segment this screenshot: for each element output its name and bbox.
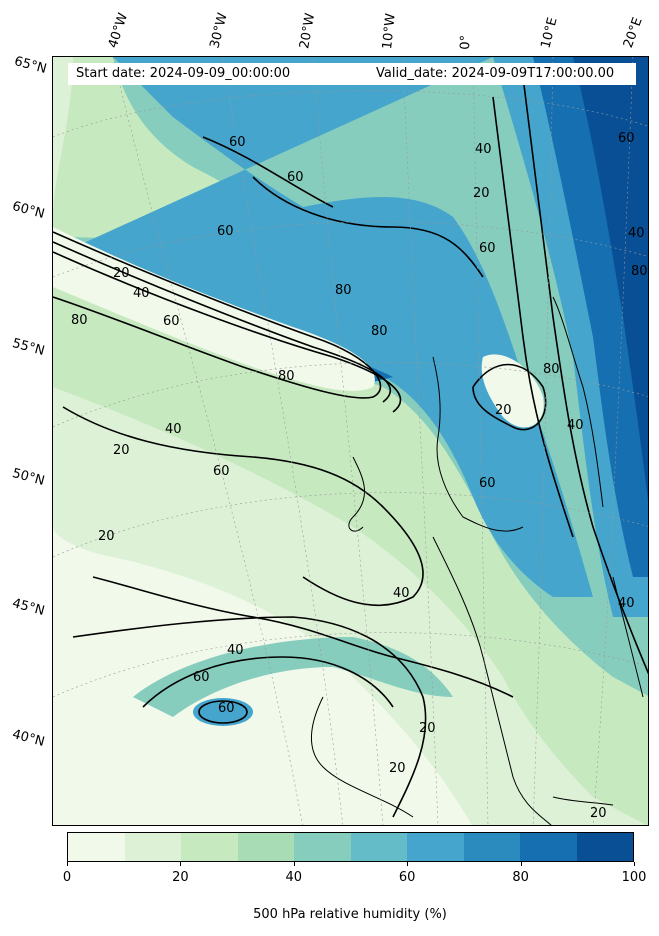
lat-label-40n: 40°N — [10, 727, 47, 750]
colorbar-cell — [181, 833, 238, 861]
contour-label: 80 — [278, 369, 295, 384]
colorbar-cell — [463, 833, 520, 861]
lat-label-45n: 45°N — [10, 596, 47, 619]
colorbar-tick-mark — [520, 862, 522, 866]
colorbar-tick-mark — [180, 862, 182, 866]
colorbar-tick-label: 20 — [172, 870, 189, 885]
field-zone-90 — [53, 57, 648, 501]
coastlines — [310, 296, 644, 825]
lon-label-0: 0° — [458, 34, 474, 50]
contour-label: 60 — [287, 170, 304, 185]
colorbar-tick-label: 0 — [62, 870, 72, 885]
colorbar-cell — [68, 833, 125, 861]
colorbar — [67, 832, 634, 862]
lon-label-30w: 30°W — [207, 11, 231, 50]
contour-label: 60 — [229, 135, 246, 150]
contour-label: 20 — [419, 721, 436, 736]
contour-label: 40 — [133, 286, 150, 301]
start-date-label: Start date: 2024-09-09_00:00:00 — [74, 66, 293, 81]
colorbar-label: 500 hPa relative humidity (%) — [253, 907, 447, 922]
contour-labels: 20 40 60 80 20 40 60 80 80 80 60 60 60 2… — [71, 131, 648, 821]
contour-label: 20 — [495, 403, 512, 418]
contour-label: 80 — [543, 362, 560, 377]
lon-label-20e: 20°E — [620, 15, 646, 51]
contour-lines — [53, 76, 648, 818]
contour-label: 20 — [113, 443, 130, 458]
contour-label: 80 — [335, 283, 352, 298]
colorbar-cell — [407, 833, 464, 861]
contour-label: 40 — [227, 643, 244, 658]
contour-label: 20 — [473, 186, 490, 201]
contour-label: 40 — [393, 586, 410, 601]
field-zone-60 — [53, 57, 648, 617]
contour-label: 60 — [218, 701, 235, 716]
lon-label-20w: 20°W — [297, 12, 319, 51]
contour-label: 40 — [165, 422, 182, 437]
lon-label-10w: 10°W — [380, 12, 399, 51]
colorbar-cell — [520, 833, 577, 861]
colorbar-cell — [124, 833, 181, 861]
contour-label: 80 — [631, 264, 648, 279]
colorbar-cell — [237, 833, 294, 861]
field-south-blob — [193, 698, 253, 726]
contour-label: 60 — [217, 224, 234, 239]
colorbar-tick-label: 80 — [512, 870, 529, 885]
contour-label: 40 — [567, 418, 584, 433]
contour-label: 40 — [628, 226, 645, 241]
graticule — [53, 57, 648, 825]
colorbar-tick-label: 60 — [398, 870, 416, 885]
lon-label-10e: 10°E — [538, 16, 561, 50]
colorbar-tick-label: 40 — [285, 870, 303, 885]
colorbar-tick-mark — [634, 862, 635, 866]
colorbar-tick-mark — [67, 862, 68, 866]
contour-label: 20 — [389, 761, 406, 776]
humidity-contour-field: 20 40 60 80 20 40 60 80 80 80 60 60 60 2… — [53, 57, 648, 825]
colorbar-cell — [576, 833, 633, 861]
lon-label-40w: 40°W — [105, 11, 132, 50]
lat-label-55n: 55°N — [10, 336, 47, 359]
contour-label: 60 — [193, 670, 210, 685]
colorbar-cell — [294, 833, 351, 861]
contour-label: 60 — [479, 241, 496, 256]
contour-label: 80 — [71, 313, 88, 328]
contour-label: 60 — [618, 131, 635, 146]
contour-label: 40 — [475, 142, 492, 157]
contour-label: 20 — [590, 806, 607, 821]
contour-label: 40 — [618, 596, 635, 611]
contour-label: 60 — [213, 464, 230, 479]
contour-label: 60 — [163, 314, 180, 329]
colorbar-cell — [350, 833, 407, 861]
contour-label: 60 — [479, 476, 496, 491]
valid-date-label: Valid_date: 2024-09-09T17:00:00.00 — [374, 66, 617, 81]
colorbar-tick-mark — [293, 862, 295, 866]
contour-label: 20 — [98, 529, 115, 544]
colorbar-tick-mark — [407, 862, 409, 866]
lat-label-65n: 65°N — [12, 54, 49, 77]
contour-label: 20 — [113, 266, 130, 281]
field-south-band — [133, 637, 453, 717]
humidity-map: 20 40 60 80 20 40 60 80 80 80 60 60 60 2… — [52, 56, 649, 826]
lat-label-60n: 60°N — [10, 199, 47, 222]
lat-label-50n: 50°N — [10, 466, 47, 489]
colorbar-tick-label: 100 — [621, 870, 647, 885]
contour-label: 80 — [371, 324, 388, 339]
